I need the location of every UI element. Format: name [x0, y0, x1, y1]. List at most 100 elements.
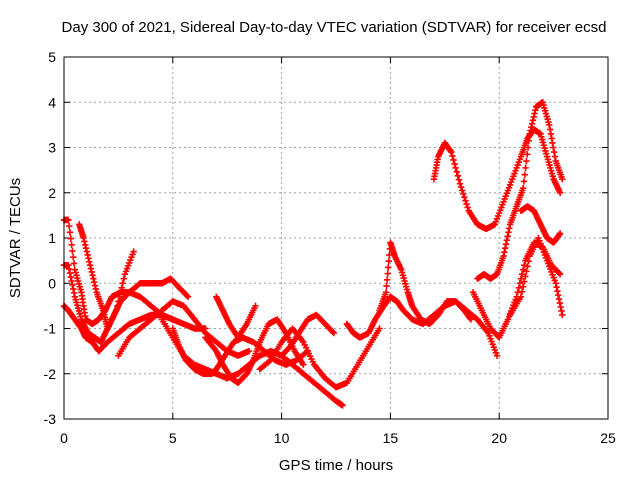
data-point [524, 151, 531, 158]
data-point [384, 270, 391, 277]
data-point [88, 268, 95, 276]
series-track-4 [76, 221, 192, 332]
data-point [70, 254, 77, 261]
x-tick-label: 15 [383, 430, 399, 446]
data-point [70, 289, 78, 297]
data-point [524, 263, 531, 270]
data-point [85, 255, 92, 262]
data-point [519, 266, 527, 273]
data-point [493, 352, 501, 359]
y-tick-label: -2 [44, 366, 57, 382]
y-tick-label: 3 [48, 140, 56, 156]
data-point [549, 139, 556, 147]
data-point [528, 120, 536, 127]
data-point [516, 280, 524, 287]
series-track-5 [115, 298, 253, 359]
data-point [383, 276, 391, 284]
series-track-3 [60, 302, 176, 355]
data-point [451, 160, 458, 168]
data-point [91, 282, 99, 289]
data-point [65, 265, 73, 273]
data-point [382, 289, 390, 296]
data-point [329, 328, 336, 336]
x-tick-label: 25 [600, 430, 616, 446]
y-tick-label: -3 [44, 411, 57, 427]
data-point [183, 292, 191, 299]
data-point [68, 277, 75, 285]
data-point [521, 261, 528, 269]
data-point [528, 123, 535, 131]
series-track-14 [430, 126, 564, 233]
data-point [530, 113, 537, 121]
data-point [455, 176, 463, 183]
data-point [464, 204, 471, 211]
data-point [339, 402, 346, 409]
data-point [70, 260, 78, 267]
data-point [459, 187, 466, 194]
data-marks [60, 99, 566, 409]
data-point [548, 135, 555, 142]
data-point [552, 280, 559, 287]
data-point [522, 273, 529, 280]
data-point [531, 110, 538, 117]
data-point [82, 241, 89, 248]
data-point [120, 275, 128, 282]
data-point [90, 275, 97, 282]
data-point [447, 147, 454, 155]
data-point [500, 252, 507, 260]
data-point [385, 264, 392, 271]
data-point [68, 241, 75, 248]
x-tick-label: 10 [274, 430, 290, 446]
series-track-15 [474, 99, 566, 282]
data-point [252, 302, 259, 310]
data-point [184, 293, 192, 301]
data-point [517, 293, 525, 301]
data-point [119, 280, 126, 287]
y-tick-label: 0 [48, 275, 56, 291]
data-point [556, 299, 564, 307]
data-point [449, 152, 456, 160]
data-point [90, 278, 98, 286]
data-point [556, 230, 564, 237]
data-point [559, 311, 566, 319]
series-track-17 [506, 234, 566, 319]
y-tick-label: 1 [48, 230, 56, 246]
data-point [515, 284, 522, 291]
data-point [461, 194, 468, 201]
x-tick-label: 20 [491, 430, 507, 446]
chart-title: Day 300 of 2021, Sidereal Day-to-day VTE… [62, 19, 607, 36]
data-point [69, 281, 76, 289]
data-point [556, 231, 563, 238]
data-point [245, 347, 253, 355]
data-point [463, 200, 470, 208]
data-point [550, 144, 557, 151]
data-point [67, 273, 74, 281]
data-point [503, 237, 511, 244]
data-point [92, 285, 100, 293]
data-point [559, 175, 566, 183]
data-point [385, 257, 392, 265]
data-point [506, 225, 513, 232]
data-point [467, 316, 475, 323]
data-point [525, 137, 533, 144]
data-point [532, 106, 539, 114]
data-point [555, 295, 563, 303]
data-point [550, 148, 558, 156]
data-point [81, 238, 88, 245]
data-point [523, 268, 530, 275]
x-tick-label: 0 [60, 430, 68, 446]
data-point [456, 180, 464, 187]
data-point [116, 293, 123, 301]
data-point [519, 185, 527, 192]
data-point [557, 303, 564, 311]
data-point [117, 289, 124, 296]
data-point [448, 148, 455, 156]
series-track-16 [469, 239, 564, 341]
data-point [462, 197, 469, 204]
data-point [82, 244, 90, 252]
data-point [525, 257, 532, 265]
data-point [450, 156, 457, 164]
data-point [546, 126, 554, 133]
data-point [66, 269, 74, 277]
